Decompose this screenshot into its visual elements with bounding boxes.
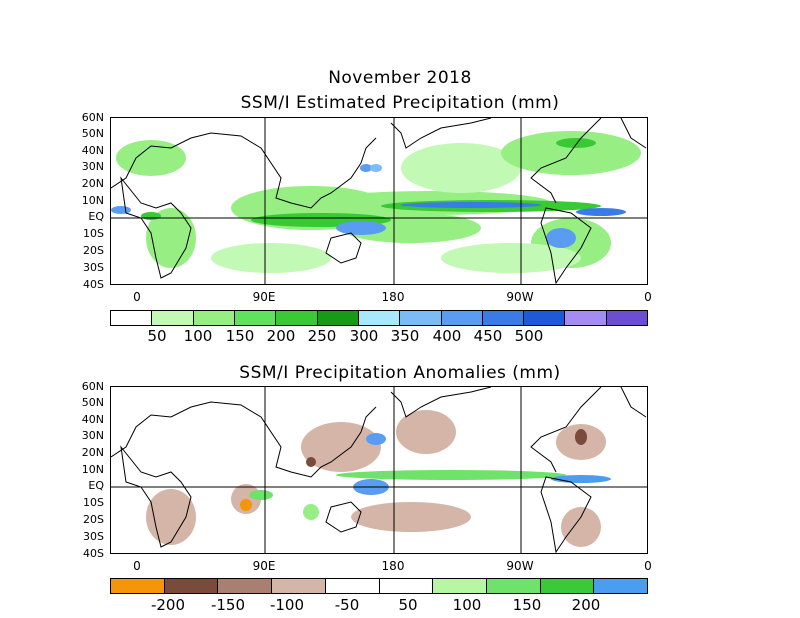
lat-label: 50N — [81, 127, 104, 140]
colorbar-label: 200 — [266, 327, 296, 345]
colorbar-label: -50 — [334, 596, 360, 614]
lat-label: 10S — [83, 496, 104, 509]
colorbar-swatch — [325, 579, 380, 593]
colorbar-swatch — [524, 311, 566, 325]
colorbar-swatch — [379, 579, 434, 593]
colorbar-swatch — [317, 311, 359, 325]
colorbar-label: -200 — [150, 596, 186, 614]
colorbar-label: 50 — [147, 327, 167, 345]
lon-label: 90W — [506, 290, 534, 304]
colorbar-swatch — [441, 311, 483, 325]
colorbar-label: 500 — [514, 327, 544, 345]
colorbar-swatch — [111, 579, 165, 593]
lat-label: EQ — [88, 479, 104, 492]
colorbar-swatch — [482, 311, 525, 325]
colorbar-label: 100 — [452, 596, 482, 614]
lat-label: 30N — [81, 429, 104, 442]
colorbar-swatch — [276, 311, 318, 325]
colorbar-label: -150 — [210, 596, 246, 614]
lat-label: 30S — [83, 530, 104, 543]
precip-map-canvas — [111, 118, 647, 284]
lat-label: 20N — [81, 446, 104, 459]
precip-map-title: SSM/I Estimated Precipitation (mm) — [240, 93, 560, 113]
colorbar-swatch — [358, 311, 401, 325]
colorbar-label: 100 — [183, 327, 213, 345]
colorbar-swatch — [433, 579, 487, 593]
lat-label: 30N — [81, 160, 104, 173]
lat-label: 10N — [81, 463, 104, 476]
colorbar-label: 350 — [390, 327, 420, 345]
lat-label: 10S — [83, 227, 104, 240]
lat-label: 40N — [81, 144, 104, 157]
colorbar-swatch — [152, 311, 194, 325]
lon-label: 90W — [506, 559, 534, 573]
colorbar-label: 300 — [349, 327, 379, 345]
lat-label: 20S — [83, 513, 104, 526]
colorbar-swatch — [218, 579, 273, 593]
lon-label: 0 — [644, 290, 652, 304]
colorbar-swatch — [234, 311, 277, 325]
anomaly-colorbar — [110, 578, 648, 594]
lat-label: 50N — [81, 396, 104, 409]
coastlines — [111, 387, 647, 553]
colorbar-label: 150 — [512, 596, 542, 614]
lat-label: 20S — [83, 244, 104, 257]
colorbar-swatch — [111, 311, 153, 325]
lat-label: 10N — [81, 194, 104, 207]
month-title: November 2018 — [328, 68, 472, 88]
colorbar-swatch — [594, 579, 648, 593]
colorbar-swatch — [272, 579, 326, 593]
lon-label: 90E — [252, 559, 276, 573]
colorbar-swatch — [486, 579, 541, 593]
lon-label: 180 — [381, 559, 405, 573]
colorbar-swatch — [565, 311, 607, 325]
lon-label: 0 — [133, 559, 141, 573]
lat-label: EQ — [88, 210, 104, 223]
grid-lines — [111, 118, 647, 284]
lon-label: 0 — [133, 290, 141, 304]
lon-label: 180 — [381, 290, 405, 304]
colorbar-swatch — [164, 579, 219, 593]
colorbar-swatch — [540, 579, 595, 593]
colorbar-label: 250 — [307, 327, 337, 345]
coastlines — [111, 118, 647, 284]
anomaly-map — [110, 386, 648, 554]
lon-label: 90E — [252, 290, 276, 304]
precip-map — [110, 117, 648, 285]
precip-fields — [111, 131, 641, 273]
colorbar-label: -100 — [269, 596, 305, 614]
colorbar-label: 150 — [225, 327, 255, 345]
colorbar-swatch — [606, 311, 648, 325]
precip-colorbar — [110, 310, 648, 326]
colorbar-label: 450 — [473, 327, 503, 345]
colorbar-label: 400 — [432, 327, 462, 345]
lat-label: 40N — [81, 413, 104, 426]
lat-label: 20N — [81, 177, 104, 190]
lat-label: 40S — [83, 278, 104, 291]
colorbar-label: 200 — [571, 596, 601, 614]
lat-label: 40S — [83, 547, 104, 560]
anomaly-map-title: SSM/I Precipitation Anomalies (mm) — [239, 363, 561, 383]
colorbar-label: 50 — [398, 596, 418, 614]
anomaly-fields — [146, 410, 611, 547]
colorbar-swatch — [193, 311, 235, 325]
lon-label: 0 — [644, 559, 652, 573]
lat-label: 30S — [83, 261, 104, 274]
lat-label: 60N — [81, 380, 104, 393]
colorbar-swatch — [400, 311, 442, 325]
anomaly-map-canvas — [111, 387, 647, 553]
grid-lines — [111, 387, 647, 553]
lat-label: 60N — [81, 111, 104, 124]
